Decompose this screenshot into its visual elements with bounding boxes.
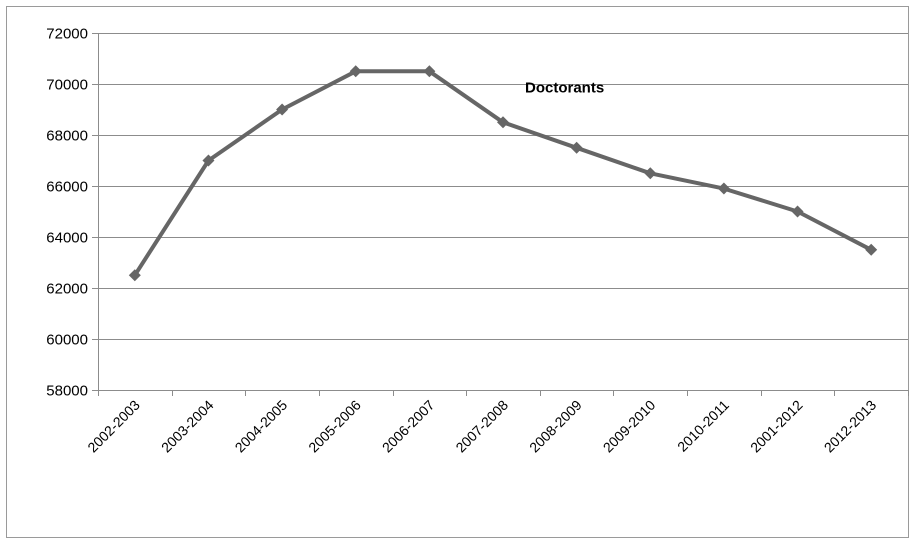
x-tick-label: 2006-2007 bbox=[379, 397, 438, 456]
x-tick-label: 2003-2004 bbox=[158, 397, 217, 456]
series: Doctorants bbox=[128, 65, 878, 282]
x-tick-label: 2012-2013 bbox=[821, 397, 880, 456]
y-tick-label: 66000 bbox=[46, 179, 88, 196]
data-point-marker bbox=[423, 65, 436, 78]
y-tick-label: 72000 bbox=[46, 26, 88, 43]
data-point-marker bbox=[644, 167, 657, 180]
y-tick-labels: 58000 60000 62000 64000 66000 68000 70000 72000 bbox=[46, 26, 88, 400]
x-tick-label: 2001-2012 bbox=[747, 397, 806, 456]
x-tick-label: 2004-2005 bbox=[232, 397, 291, 456]
y-tick-label: 70000 bbox=[46, 77, 88, 94]
data-point-marker bbox=[202, 154, 215, 167]
y-tick-label: 64000 bbox=[46, 230, 88, 247]
data-point-marker bbox=[349, 65, 362, 78]
data-point-marker bbox=[717, 182, 730, 195]
x-tick-label: 2009-2010 bbox=[600, 397, 659, 456]
x-tick-label: 2007-2008 bbox=[452, 397, 511, 456]
x-tick-labels: 2002-2003 2003-2004 2004-2005 2005-2006 2006… bbox=[84, 397, 879, 456]
series-line bbox=[132, 69, 874, 278]
series-label: Doctorants bbox=[525, 79, 604, 96]
data-point-marker bbox=[791, 205, 804, 218]
y-tick-label: 68000 bbox=[46, 128, 88, 145]
x-tick-label: 2002-2003 bbox=[84, 397, 143, 456]
x-tick-label: 2008-2009 bbox=[526, 397, 585, 456]
data-point-marker bbox=[128, 269, 141, 282]
x-tick-label: 2005-2006 bbox=[305, 397, 364, 456]
y-tick-label: 58000 bbox=[46, 383, 88, 400]
y-tick-label: 60000 bbox=[46, 332, 88, 349]
data-point-marker bbox=[276, 103, 289, 116]
axes bbox=[92, 33, 909, 396]
gridlines bbox=[98, 33, 908, 340]
y-tick-label: 62000 bbox=[46, 281, 88, 298]
data-point-marker bbox=[497, 116, 509, 129]
data-point-marker bbox=[570, 141, 583, 154]
data-point-marker bbox=[865, 243, 878, 256]
chart-frame bbox=[6, 6, 909, 538]
x-tick-label: 2010-2011 bbox=[674, 397, 732, 455]
